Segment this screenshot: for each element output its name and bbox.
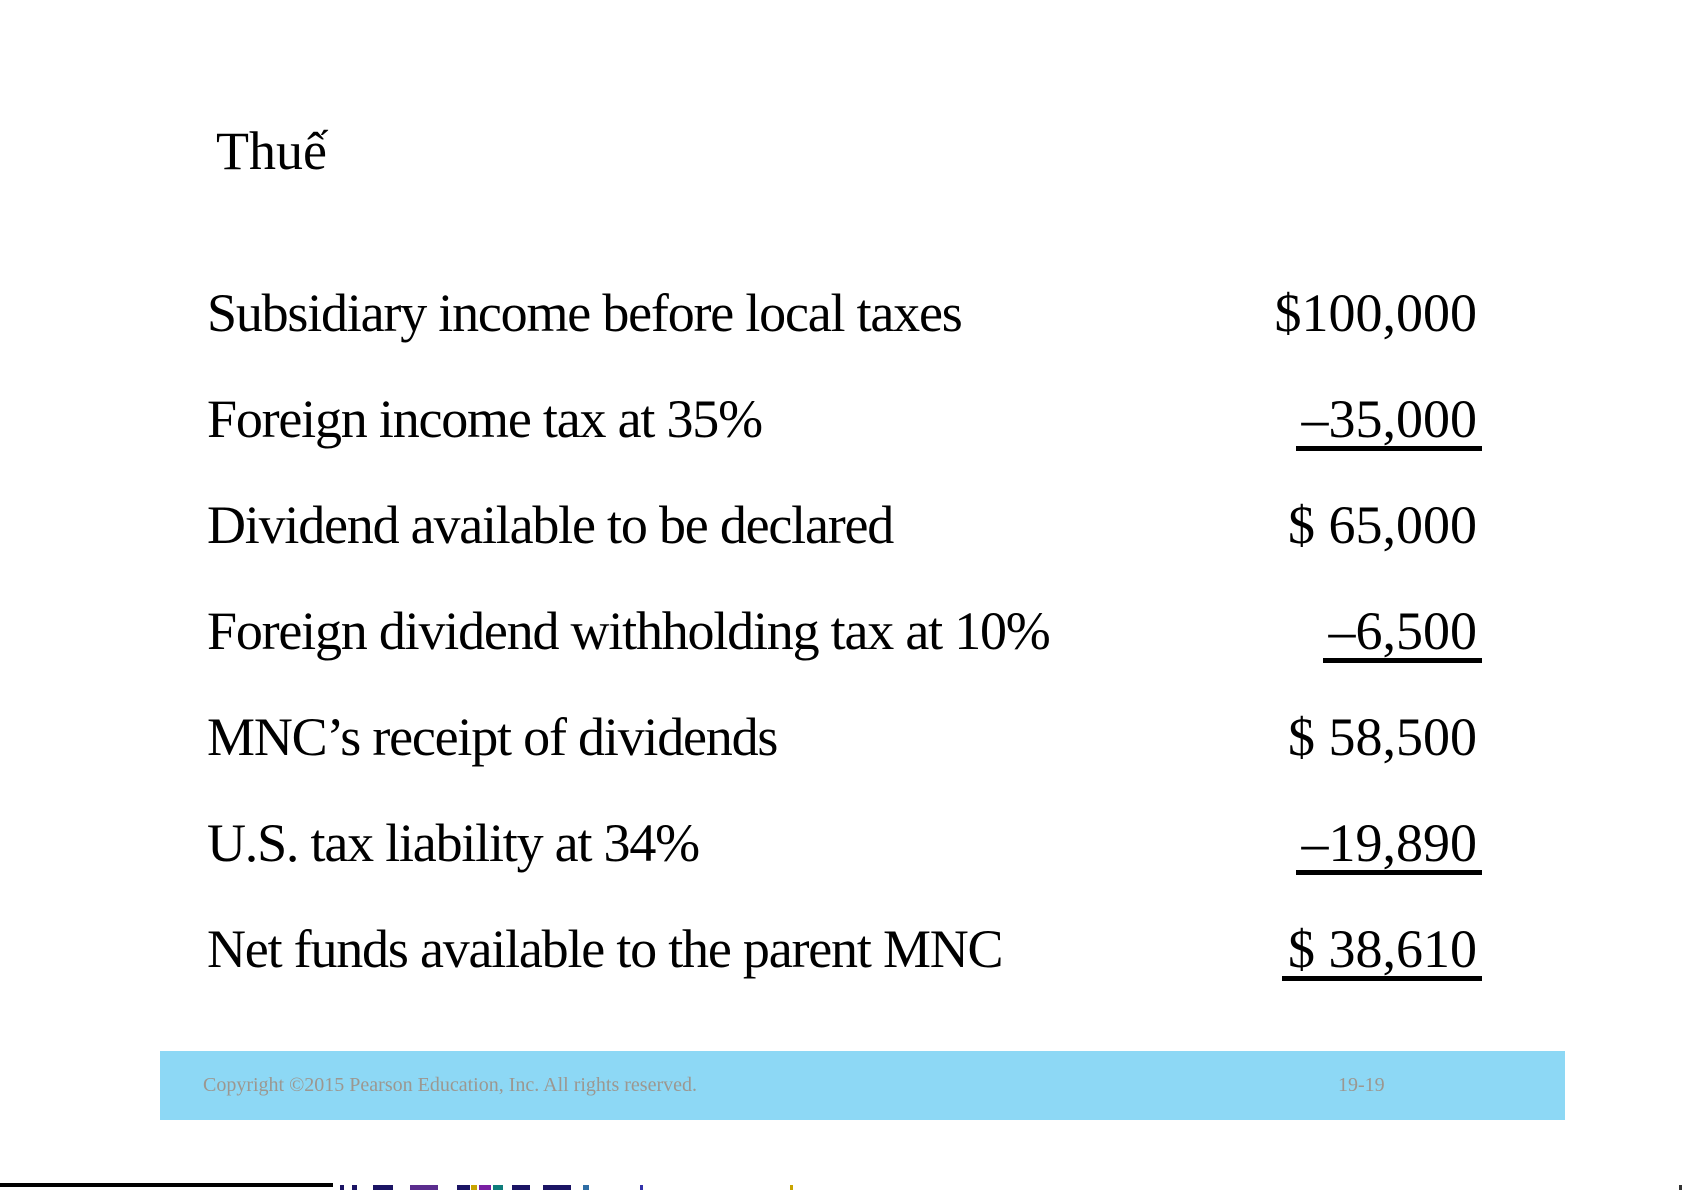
- row-label: MNC’s receipt of dividends: [207, 707, 778, 767]
- table-row: Dividend available to be declared $ 65,0…: [207, 498, 1477, 604]
- row-value: $ 38,610: [1282, 922, 1482, 981]
- clipped-text-artifact: [790, 1185, 793, 1190]
- clipped-text-artifact: [457, 1185, 470, 1190]
- tax-calculation-table: Subsidiary income before local taxes $10…: [207, 286, 1482, 1028]
- clipped-text-artifact: [640, 1185, 643, 1190]
- clipped-text-artifact: [471, 1185, 477, 1190]
- table-row: Subsidiary income before local taxes $10…: [207, 286, 1477, 392]
- clipped-text-artifact: [1679, 1185, 1682, 1190]
- clipped-text-artifact: [583, 1185, 589, 1190]
- row-label: U.S. tax liability at 34%: [207, 813, 700, 873]
- slide-title: Thuế: [216, 121, 327, 181]
- table-row: Foreign dividend withholding tax at 10% …: [207, 601, 1482, 710]
- clipped-text-artifact: [373, 1185, 393, 1190]
- row-label: Dividend available to be declared: [207, 495, 894, 555]
- copyright-text: Copyright ©2015 Pearson Education, Inc. …: [203, 1074, 697, 1096]
- row-label: Subsidiary income before local taxes: [207, 283, 963, 343]
- row-label: Foreign income tax at 35%: [207, 389, 763, 449]
- row-value: –35,000: [1295, 392, 1482, 451]
- table-row: Foreign income tax at 35% –35,000: [207, 389, 1482, 498]
- clipped-text-artifact: [543, 1185, 571, 1190]
- clipped-text-artifact: [512, 1185, 530, 1190]
- clipped-text-artifact: [410, 1185, 438, 1190]
- row-value: $ 58,500: [1288, 707, 1477, 767]
- table-row: MNC’s receipt of dividends $ 58,500: [207, 710, 1477, 816]
- row-value: –19,890: [1295, 816, 1482, 875]
- bottom-edge-line: [0, 1183, 333, 1187]
- row-label: Foreign dividend withholding tax at 10%: [207, 601, 1051, 661]
- row-label: Net funds available to the parent MNC: [207, 919, 1004, 979]
- row-value: $100,000: [1274, 283, 1478, 343]
- row-value: –6,500: [1322, 604, 1482, 663]
- footer-bar: Copyright ©2015 Pearson Education, Inc. …: [160, 1051, 1565, 1120]
- page-number: 19-19: [1338, 1074, 1385, 1096]
- clipped-text-artifact: [493, 1185, 503, 1190]
- table-row: Net funds available to the parent MNC $ …: [207, 919, 1482, 1028]
- row-value: $ 65,000: [1288, 495, 1477, 555]
- clipped-text-artifact: [352, 1185, 357, 1190]
- clipped-text-artifact: [479, 1185, 491, 1190]
- table-row: U.S. tax liability at 34% –19,890: [207, 813, 1482, 922]
- clipped-text-artifact: [340, 1185, 344, 1190]
